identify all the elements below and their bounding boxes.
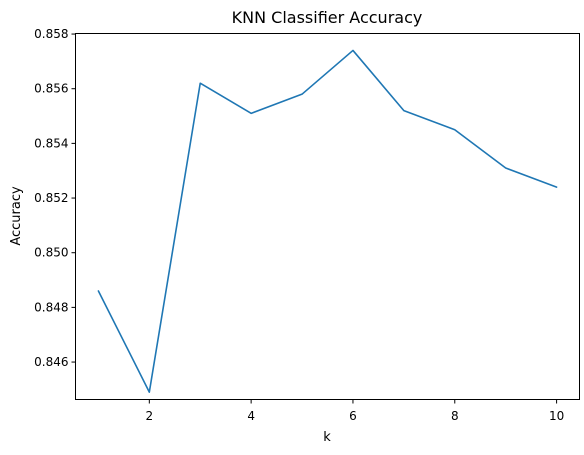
y-axis-ticks: 0.846 0.848 0.850 0.852 0.854 0.856 0.858 (34, 27, 76, 369)
y-tick-label: 0.856 (34, 82, 68, 96)
x-tick-label: 10 (549, 409, 564, 423)
x-axis-ticks: 2 4 6 8 10 (145, 399, 564, 423)
plot-area: 2 4 6 8 10 0.8460.8480.8500.8520.8540.8560.8… (34, 27, 580, 423)
y-tick-label: 0.852 (34, 191, 68, 205)
series-layer (97, 49, 558, 393)
y-tick-label: 0.846 (34, 355, 68, 369)
y-axis-label: Accuracy (9, 186, 24, 246)
x-tick-label: 8 (451, 409, 459, 423)
y-tick-label: 0.854 (34, 136, 68, 150)
x-axis-label: k (323, 430, 331, 445)
y-tick-label: 0.850 (34, 246, 68, 260)
accuracy-line (97, 49, 558, 393)
chart-title: KNN Classifier Accuracy (232, 8, 423, 27)
plot-frame (75, 33, 580, 400)
y-tick-label: 0.858 (34, 27, 68, 41)
y-tick-label: 0.848 (34, 300, 68, 314)
x-tick-label: 2 (145, 409, 153, 423)
x-tick-label: 4 (247, 409, 255, 423)
x-tick-label: 6 (349, 409, 357, 423)
